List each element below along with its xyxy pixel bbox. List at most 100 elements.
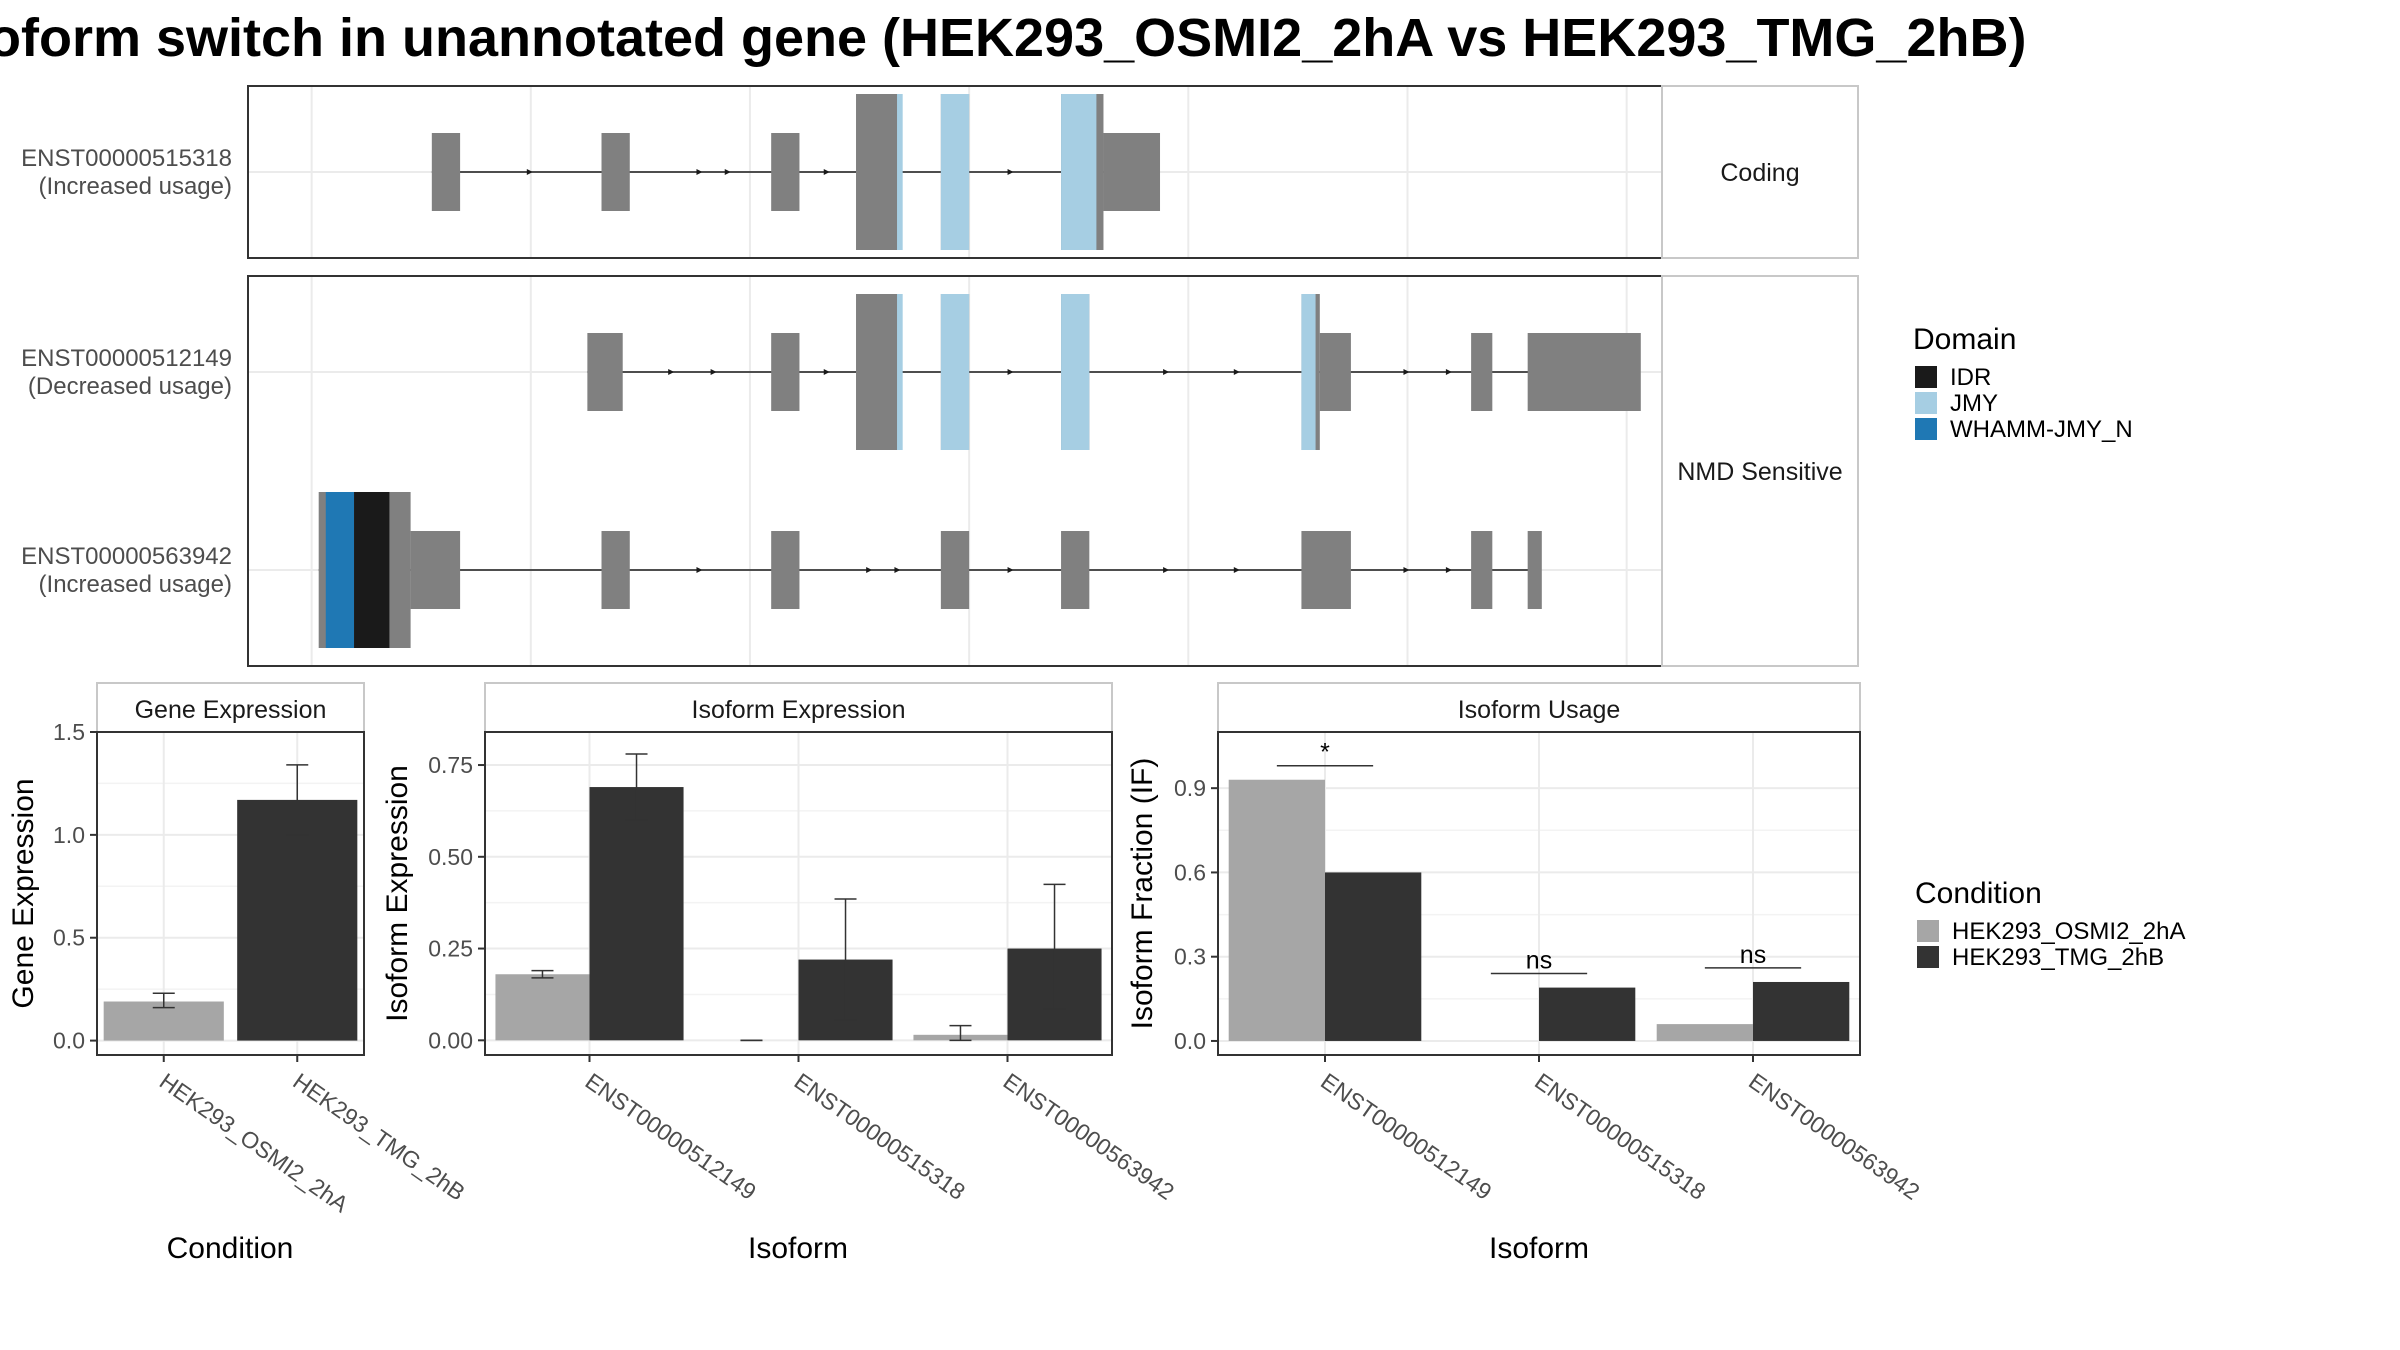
- y-axis-title: Isoform Expression: [381, 765, 414, 1022]
- transcript-usage-label: (Increased usage): [39, 173, 232, 200]
- y-tick-label: 0.75: [428, 752, 473, 778]
- intron-direction-arrow: [1007, 169, 1014, 175]
- domain-legend-title: Domain: [1913, 323, 2016, 356]
- y-tick-label: 0.5: [53, 925, 85, 951]
- chart-title: Isoform Expression: [692, 696, 906, 724]
- x-tick-label: ENST00000512149: [581, 1068, 761, 1205]
- x-tick-label: ENST00000563942: [1744, 1068, 1924, 1205]
- bar: [1753, 981, 1850, 1041]
- chart-title: Isoform Usage: [1458, 696, 1621, 724]
- intron-direction-arrow: [1233, 369, 1240, 375]
- intron-direction-arrow: [866, 567, 873, 573]
- exon-block: [601, 133, 630, 211]
- exon-block: [1103, 133, 1161, 211]
- x-axis-title: Isoform: [748, 1232, 848, 1265]
- exon-block: [940, 531, 970, 609]
- exon-block: [1061, 531, 1090, 609]
- bar: [1539, 987, 1636, 1041]
- exon-block: [856, 94, 899, 250]
- intron-direction-arrow: [1233, 567, 1240, 573]
- y-tick-label: 0.00: [428, 1027, 473, 1053]
- exon-block: [431, 133, 461, 211]
- chart-title: Gene Expression: [135, 696, 327, 724]
- exon-block: [1319, 333, 1351, 411]
- significance-label: ns: [1740, 941, 1766, 969]
- exon-block: [1527, 531, 1542, 609]
- bar: [237, 799, 358, 1041]
- intron-direction-arrow: [668, 369, 675, 375]
- structure-facet-strip: [1661, 85, 1859, 259]
- domain-legend-key: [1915, 366, 1937, 388]
- domain-block-jmy: [940, 94, 970, 250]
- intron-direction-arrow: [823, 369, 830, 375]
- exon-block: [771, 133, 800, 211]
- domain-block-jmy: [897, 94, 903, 250]
- x-tick-label: ENST00000515318: [790, 1068, 970, 1205]
- intron-direction-arrow: [526, 169, 533, 175]
- chart-panel-border: [96, 731, 365, 1056]
- transcript-id-label: ENST00000563942: [21, 543, 232, 570]
- y-axis-title: Isoform Fraction (IF): [1126, 758, 1159, 1030]
- y-tick-label: 0.0: [1174, 1028, 1206, 1054]
- condition-legend-label: HEK293_OSMI2_2hA: [1952, 918, 2185, 945]
- bar: [1656, 1024, 1753, 1041]
- exon-block: [410, 531, 461, 609]
- x-axis-title: Condition: [167, 1232, 294, 1265]
- exon-block: [601, 531, 630, 609]
- y-tick-label: 0.50: [428, 844, 473, 870]
- figure-title: oform switch in unannotated gene (HEK293…: [0, 8, 2026, 68]
- y-tick-label: 0.0: [53, 1028, 85, 1054]
- exon-block: [771, 333, 800, 411]
- y-tick-label: 1.0: [53, 822, 85, 848]
- structure-facet-strip: [1661, 275, 1859, 667]
- domain-legend-label: WHAMM-JMY_N: [1950, 416, 2133, 443]
- domain-legend-label: IDR: [1950, 364, 1991, 391]
- transcript-id-label: ENST00000512149: [21, 345, 232, 372]
- significance-label: ns: [1526, 947, 1552, 975]
- intron-direction-arrow: [823, 169, 830, 175]
- domain-block-jmy: [940, 294, 970, 450]
- domain-block-idr: [354, 492, 390, 648]
- intron-direction-arrow: [724, 169, 731, 175]
- bar-charts: Gene Expression0.00.51.01.5HEK293_OSMI2_…: [7, 682, 1925, 1265]
- exon-block: [856, 294, 899, 450]
- intron-direction-arrow: [894, 567, 901, 573]
- domain-block-jmy: [897, 294, 903, 450]
- y-tick-label: 0.6: [1174, 859, 1206, 885]
- domain-legend-label: JMY: [1950, 390, 1998, 417]
- x-tick-label: ENST00000512149: [1316, 1068, 1496, 1205]
- transcript-usage-label: (Increased usage): [39, 571, 232, 598]
- domain-legend-key: [1915, 418, 1937, 440]
- bar: [495, 974, 590, 1041]
- structure-facet-label: Coding: [1720, 159, 1799, 187]
- condition-legend-title: Condition: [1915, 877, 2042, 910]
- domain-legend-key: [1915, 392, 1937, 414]
- exon-block: [1471, 333, 1493, 411]
- domain-block-jmy: [1061, 294, 1090, 450]
- x-tick-label: ENST00000515318: [1530, 1068, 1710, 1205]
- exon-block: [1301, 531, 1351, 609]
- exon-block: [1527, 333, 1641, 411]
- structure-facet-label: NMD Sensitive: [1677, 458, 1842, 486]
- intron-direction-arrow: [1403, 369, 1410, 375]
- bar: [1228, 779, 1325, 1041]
- domain-block-whamm-jmy_n: [325, 492, 355, 648]
- condition-legend-key: [1917, 920, 1939, 942]
- intron-direction-arrow: [696, 567, 703, 573]
- significance-label: *: [1320, 739, 1330, 767]
- intron-direction-arrow: [1403, 567, 1410, 573]
- x-axis-title: Isoform: [1489, 1232, 1589, 1265]
- intron-direction-arrow: [1163, 369, 1170, 375]
- bar: [589, 787, 684, 1041]
- y-axis-title: Gene Expression: [7, 778, 40, 1008]
- domain-block-jmy: [1301, 294, 1316, 450]
- intron-direction-arrow: [696, 169, 703, 175]
- y-tick-label: 0.25: [428, 936, 473, 962]
- exon-block: [1471, 531, 1493, 609]
- y-tick-label: 0.9: [1174, 775, 1206, 801]
- condition-legend-label: HEK293_TMG_2hB: [1952, 944, 2164, 971]
- transcript-usage-label: (Decreased usage): [28, 373, 232, 400]
